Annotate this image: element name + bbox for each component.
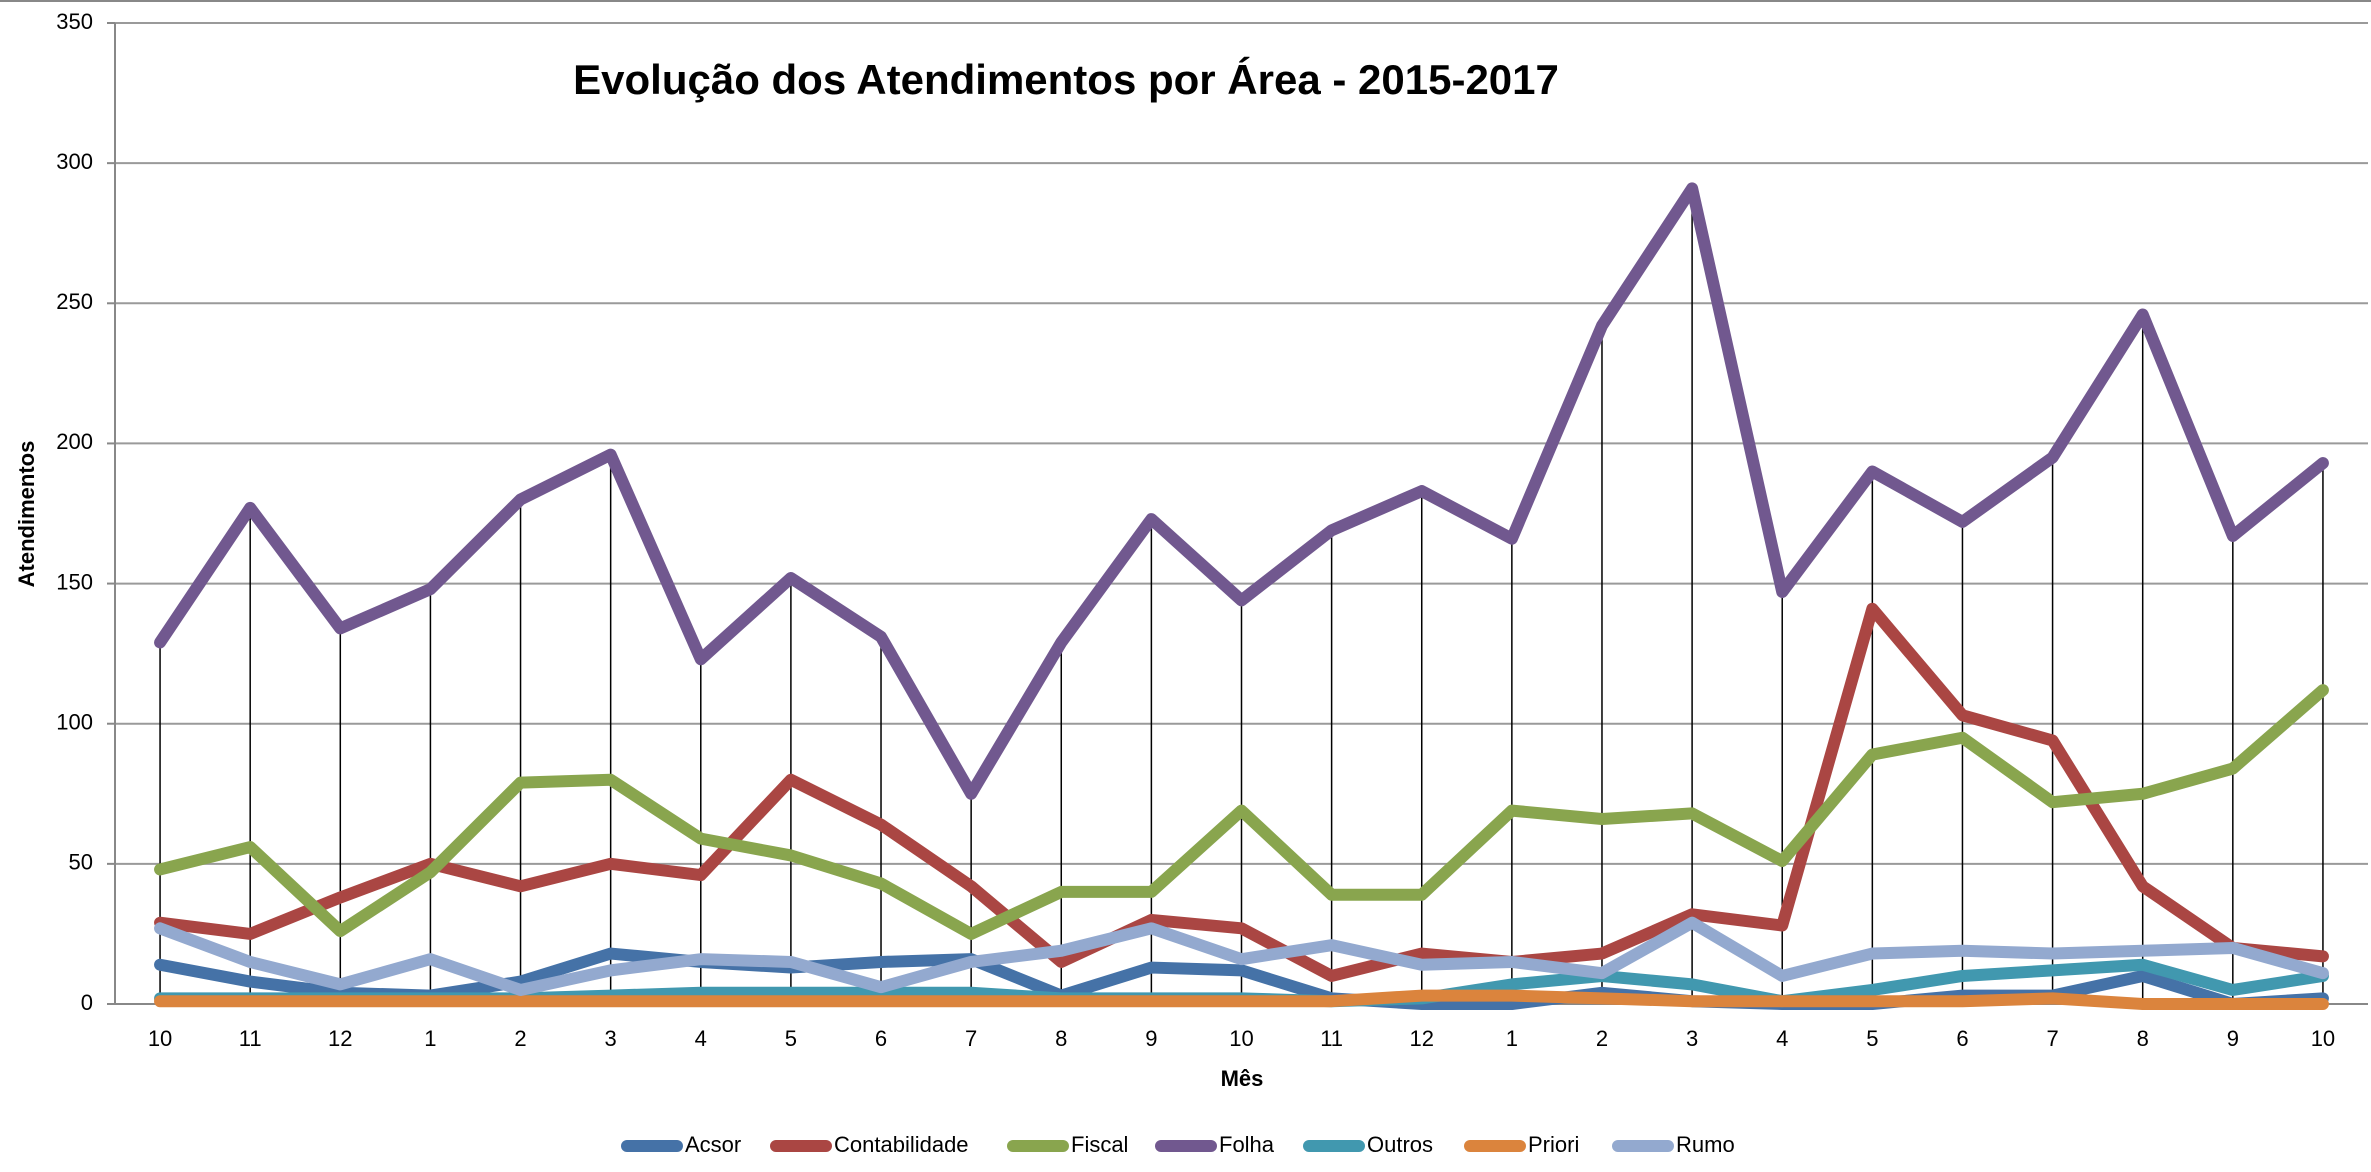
x-tick-label: 9 xyxy=(2227,1026,2239,1051)
legend-label: Rumo xyxy=(1676,1132,1735,1157)
x-tick-label: 8 xyxy=(2137,1026,2149,1051)
x-tick-label: 7 xyxy=(965,1026,977,1051)
legend-label: Outros xyxy=(1367,1132,1433,1157)
x-tick-label: 11 xyxy=(239,1026,262,1051)
x-tick-label: 11 xyxy=(1320,1026,1343,1051)
x-tick-label: 10 xyxy=(148,1026,172,1051)
x-tick-label: 3 xyxy=(605,1026,617,1051)
x-tick-label: 4 xyxy=(695,1026,707,1051)
series-line xyxy=(154,916,2329,996)
x-tick-label: 10 xyxy=(2311,1026,2335,1051)
x-tick-label: 9 xyxy=(1145,1026,1157,1051)
series-line xyxy=(154,602,2329,982)
x-tick-label: 5 xyxy=(785,1026,797,1051)
y-tick-label: 150 xyxy=(56,569,93,594)
series-line xyxy=(154,989,2329,1010)
x-tick-label: 1 xyxy=(1506,1026,1518,1051)
legend-label: Folha xyxy=(1219,1132,1275,1157)
series-line xyxy=(154,182,2329,800)
series-line xyxy=(154,684,2329,940)
x-tick-label: 2 xyxy=(514,1026,526,1051)
x-tick-label: 3 xyxy=(1686,1026,1698,1051)
x-tick-label: 1 xyxy=(424,1026,436,1051)
y-tick-label: 100 xyxy=(56,710,93,735)
legend-label: Fiscal xyxy=(1071,1132,1128,1157)
y-tick-label: 300 xyxy=(56,149,93,174)
y-tick-label: 50 xyxy=(69,850,93,875)
x-axis-label: Mês xyxy=(1221,1066,1264,1091)
y-axis-label: Atendimentos xyxy=(14,441,39,588)
x-tick-label: 8 xyxy=(1055,1026,1067,1051)
chart-title: Evolução dos Atendimentos por Área - 201… xyxy=(573,56,1559,103)
x-tick-label: 10 xyxy=(1229,1026,1253,1051)
x-tick-label: 4 xyxy=(1776,1026,1788,1051)
x-tick-label: 2 xyxy=(1596,1026,1608,1051)
x-tick-label: 7 xyxy=(2046,1026,2058,1051)
x-tick-label: 6 xyxy=(875,1026,887,1051)
legend-label: Contabilidade xyxy=(834,1132,969,1157)
x-tick-label: 12 xyxy=(1409,1026,1433,1051)
x-tick-label: 6 xyxy=(1956,1026,1968,1051)
y-tick-label: 250 xyxy=(56,289,93,314)
x-tick-label: 12 xyxy=(328,1026,352,1051)
x-tick-label: 5 xyxy=(1866,1026,1878,1051)
legend-label: Priori xyxy=(1528,1132,1579,1157)
y-tick-label: 0 xyxy=(81,990,93,1015)
y-tick-label: 350 xyxy=(56,9,93,34)
y-tick-label: 200 xyxy=(56,429,93,454)
legend-label: Acsor xyxy=(685,1132,741,1157)
